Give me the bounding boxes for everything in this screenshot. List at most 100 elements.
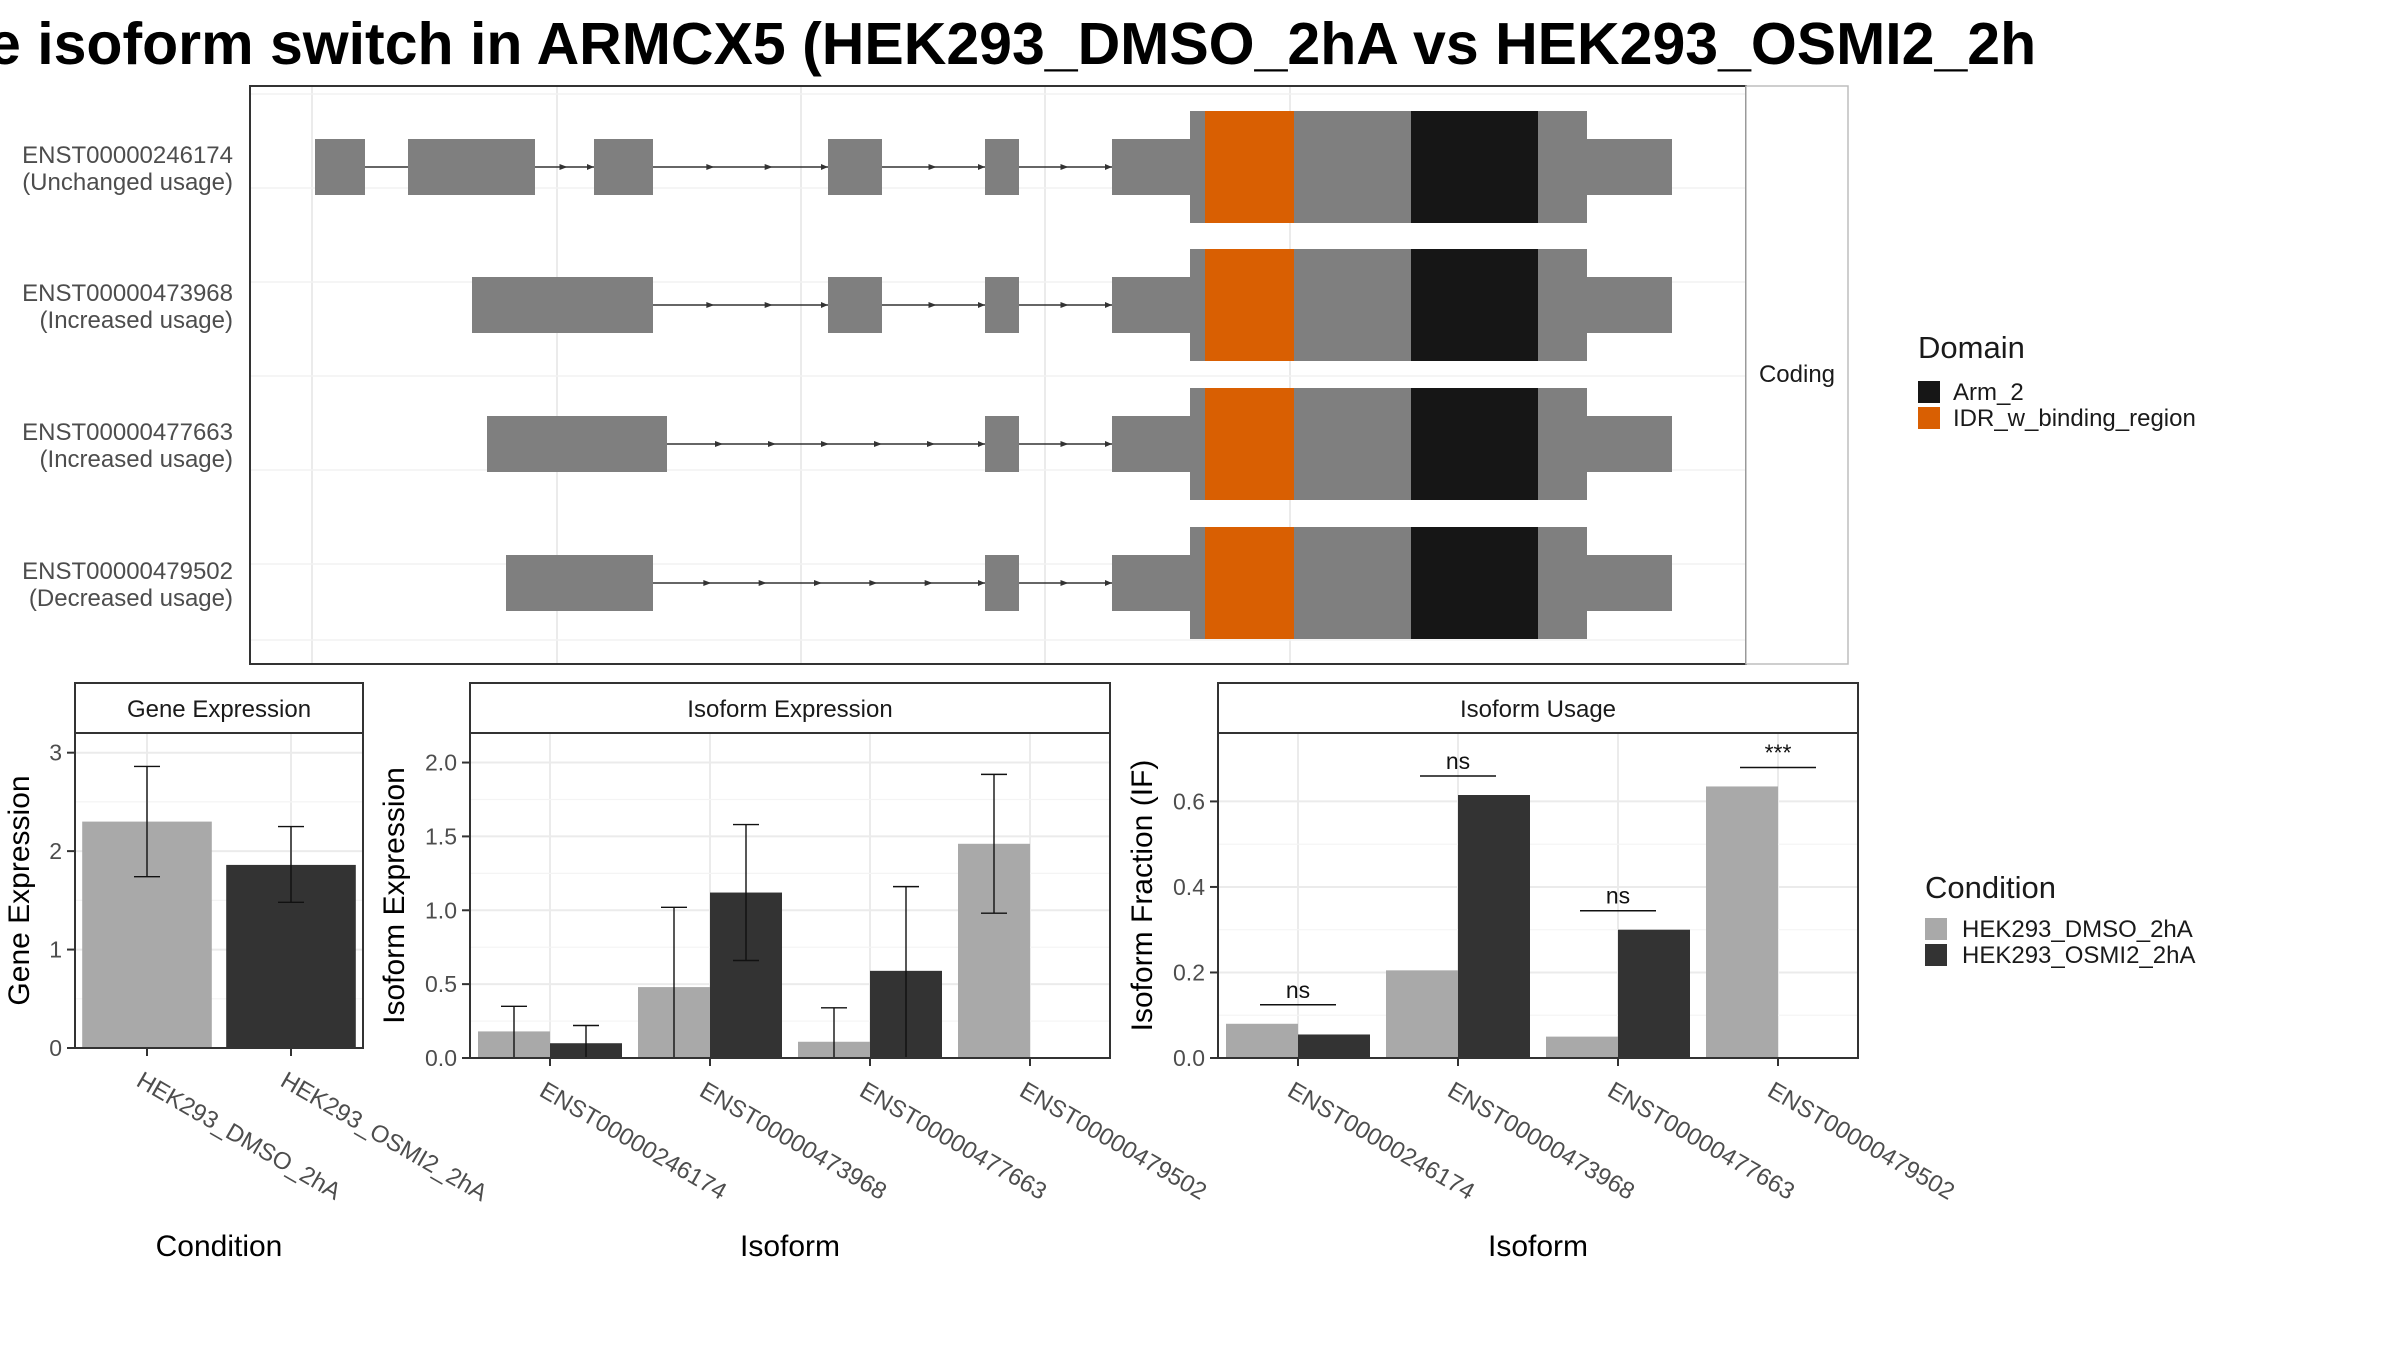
arm2-domain <box>1411 249 1538 361</box>
intron-arrow <box>1060 164 1069 170</box>
transcript-id-label: ENST00000477663 <box>22 419 233 446</box>
idr-domain <box>1205 527 1294 639</box>
exon-box <box>985 555 1019 611</box>
intron-arrow <box>1060 580 1069 586</box>
y-tick-label: 1.0 <box>425 897 457 923</box>
transcript-usage-label: (Increased usage) <box>40 307 233 334</box>
domain-legend-swatch <box>1918 381 1940 403</box>
significance-label: ns <box>1286 977 1310 1003</box>
transcript-id-label: ENST00000473968 <box>22 280 233 307</box>
y-tick-label: 0.5 <box>425 971 457 997</box>
figure-title: e isoform switch in ARMCX5 (HEK293_DMSO_… <box>0 11 2037 77</box>
intron-arrow <box>978 580 985 586</box>
x-axis-title: Condition <box>156 1230 283 1263</box>
exon-box <box>315 139 365 195</box>
bar <box>1226 1023 1298 1058</box>
condition-legend-label: HEK293_DMSO_2hA <box>1962 916 2193 943</box>
intron-arrow <box>587 164 594 170</box>
intron-arrow <box>927 441 935 447</box>
exon-box <box>472 277 653 333</box>
bar <box>1458 795 1530 1058</box>
intron-arrow <box>821 302 828 308</box>
intron-arrow <box>928 164 937 170</box>
intron-arrow <box>1060 302 1069 308</box>
panel-strip <box>74 682 364 734</box>
domain-legend-label: IDR_w_binding_region <box>1953 405 2196 432</box>
transcript-id-label: ENST00000246174 <box>22 142 233 169</box>
exon-box <box>828 139 882 195</box>
exon-box <box>828 277 882 333</box>
intron-arrow <box>715 441 723 447</box>
y-tick-label: 2.0 <box>425 750 457 776</box>
condition-legend-swatch <box>1925 944 1947 966</box>
intron-arrow <box>869 580 878 586</box>
bar <box>1618 929 1690 1058</box>
bar <box>1706 786 1778 1058</box>
idr-domain <box>1205 249 1294 361</box>
exon-box <box>594 139 653 195</box>
intron-arrow <box>978 164 985 170</box>
panel-strip-label: Gene Expression <box>127 696 311 723</box>
y-tick-label: 0 <box>49 1035 62 1061</box>
y-tick-label: 1.5 <box>425 823 457 849</box>
y-axis-title: Gene Expression <box>3 775 36 1005</box>
x-axis-title: Isoform <box>740 1230 840 1263</box>
y-tick-label: 0.4 <box>1173 874 1205 900</box>
transcript-usage-label: (Unchanged usage) <box>22 169 233 196</box>
arm2-domain <box>1411 527 1538 639</box>
y-tick-label: 0.6 <box>1173 788 1205 814</box>
exon-box <box>985 139 1019 195</box>
exon-box <box>985 277 1019 333</box>
intron-arrow <box>874 441 882 447</box>
intron-arrow <box>706 164 715 170</box>
intron-arrow <box>768 441 776 447</box>
exon-box <box>985 416 1019 472</box>
y-axis-title: Isoform Fraction (IF) <box>1126 760 1159 1032</box>
intron-arrow <box>1105 164 1112 170</box>
y-tick-label: 3 <box>49 740 62 766</box>
domain-legend-swatch <box>1918 407 1940 429</box>
bar <box>1546 1036 1618 1058</box>
intron-arrow <box>764 164 773 170</box>
y-axis-title: Isoform Expression <box>378 767 411 1024</box>
domain-legend-label: Arm_2 <box>1953 379 2024 406</box>
condition-legend-label: HEK293_OSMI2_2hA <box>1962 942 2195 969</box>
coding-strip <box>1745 85 1849 665</box>
panel-strip <box>469 682 1111 734</box>
panel-strip <box>1217 682 1859 734</box>
y-tick-label: 1 <box>49 937 62 963</box>
coding-strip-label: Coding <box>1759 361 1835 388</box>
intron-arrow <box>821 164 828 170</box>
intron-arrow <box>764 302 773 308</box>
y-tick-label: 2 <box>49 838 62 864</box>
panel-strip-label: Isoform Expression <box>687 696 892 723</box>
significance-label: ns <box>1446 748 1470 774</box>
exon-box <box>506 555 653 611</box>
transcript-usage-label: (Decreased usage) <box>29 585 233 612</box>
y-tick-label: 0.2 <box>1173 959 1205 985</box>
intron-arrow <box>559 164 568 170</box>
intron-arrow <box>978 441 985 447</box>
exon-box <box>487 416 667 472</box>
arm2-domain <box>1411 388 1538 500</box>
intron-arrow <box>703 580 712 586</box>
intron-arrow <box>924 580 933 586</box>
intron-arrow <box>706 302 715 308</box>
domain-legend-title: Domain <box>1918 330 2025 365</box>
bar <box>1298 1034 1370 1058</box>
intron-arrow <box>928 302 937 308</box>
intron-arrow <box>821 441 829 447</box>
x-axis-title: Isoform <box>1488 1230 1588 1263</box>
bar <box>1386 970 1458 1058</box>
arm2-domain <box>1411 111 1538 223</box>
significance-label: ns <box>1606 883 1630 909</box>
intron-arrow <box>1060 441 1069 447</box>
condition-legend-swatch <box>1925 918 1947 940</box>
intron-arrow <box>1105 302 1112 308</box>
intron-arrow <box>814 580 822 586</box>
intron-arrow <box>1105 580 1112 586</box>
intron-arrow <box>1105 441 1112 447</box>
y-tick-label: 0.0 <box>1173 1045 1205 1071</box>
significance-label: *** <box>1765 739 1792 765</box>
